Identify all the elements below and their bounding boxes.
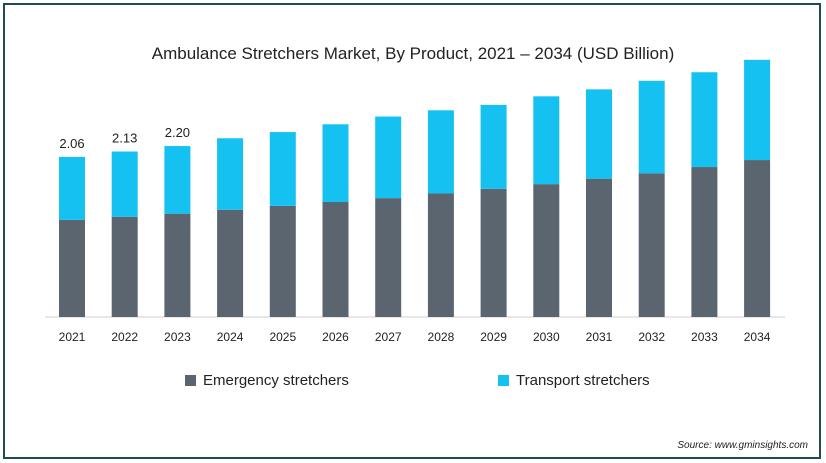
legend-swatch-transport <box>498 375 509 386</box>
bar-emergency-2031 <box>586 178 612 317</box>
bar-transport-2026 <box>322 124 349 203</box>
x-tick-label-2030: 2030 <box>533 330 560 344</box>
chart-frame <box>3 3 821 459</box>
bar-transport-2028 <box>427 110 454 194</box>
bar-emergency-2032 <box>638 173 665 317</box>
data-label-2022: 2.13 <box>112 130 137 145</box>
bar-emergency-2028 <box>427 193 454 317</box>
legend-item-transport: Transport stretchers <box>498 372 650 389</box>
bar-transport-2033 <box>691 72 718 168</box>
x-tick-label-2022: 2022 <box>111 330 138 344</box>
bar-emergency-2034 <box>744 160 771 317</box>
legend-item-emergency: Emergency stretchers <box>185 372 349 389</box>
bar-transport-2029 <box>480 104 507 189</box>
data-label-2021: 2.06 <box>59 136 84 151</box>
x-tick-label-2023: 2023 <box>164 330 191 344</box>
bar-emergency-2033 <box>691 167 718 317</box>
bar-transport-2025 <box>269 132 296 206</box>
bar-emergency-2026 <box>322 202 349 317</box>
bar-emergency-2030 <box>533 184 560 317</box>
x-tick-label-2028: 2028 <box>428 330 455 344</box>
data-label-2023: 2.20 <box>165 125 190 140</box>
bar-emergency-2024 <box>217 209 244 317</box>
x-tick-label-2033: 2033 <box>691 330 718 344</box>
bar-emergency-2023 <box>164 213 191 317</box>
bar-emergency-2025 <box>269 205 296 317</box>
bar-transport-2022 <box>111 151 138 217</box>
x-tick-label-2031: 2031 <box>586 330 613 344</box>
bar-emergency-2021 <box>59 219 85 317</box>
x-tick-label-2029: 2029 <box>480 330 507 344</box>
x-tick-label-2027: 2027 <box>375 330 402 344</box>
bar-transport-2023 <box>164 146 191 214</box>
bar-transport-2024 <box>217 138 244 210</box>
x-tick-label-2032: 2032 <box>638 330 665 344</box>
x-tick-label-2021: 2021 <box>59 330 86 344</box>
bar-transport-2021 <box>59 156 85 220</box>
x-tick-label-2025: 2025 <box>269 330 296 344</box>
x-tick-label-2024: 2024 <box>217 330 244 344</box>
source-note: Source: www.gminsights.com <box>677 440 808 451</box>
bar-emergency-2027 <box>375 198 402 317</box>
chart-title: Ambulance Stretchers Market, By Product,… <box>151 44 675 63</box>
chart-legend: Emergency stretchers Transport stretcher… <box>0 372 826 394</box>
legend-label-transport: Transport stretchers <box>516 372 650 389</box>
legend-swatch-emergency <box>185 375 196 386</box>
bar-transport-2034 <box>744 59 771 161</box>
bar-transport-2031 <box>586 89 612 179</box>
x-tick-label-2034: 2034 <box>744 330 771 344</box>
bar-transport-2032 <box>638 80 665 174</box>
x-tick-label-2026: 2026 <box>322 330 349 344</box>
bar-emergency-2029 <box>480 188 507 317</box>
bar-transport-2027 <box>375 116 402 199</box>
bar-emergency-2022 <box>111 216 138 317</box>
legend-label-emergency: Emergency stretchers <box>203 372 349 389</box>
bar-transport-2030 <box>533 96 560 185</box>
